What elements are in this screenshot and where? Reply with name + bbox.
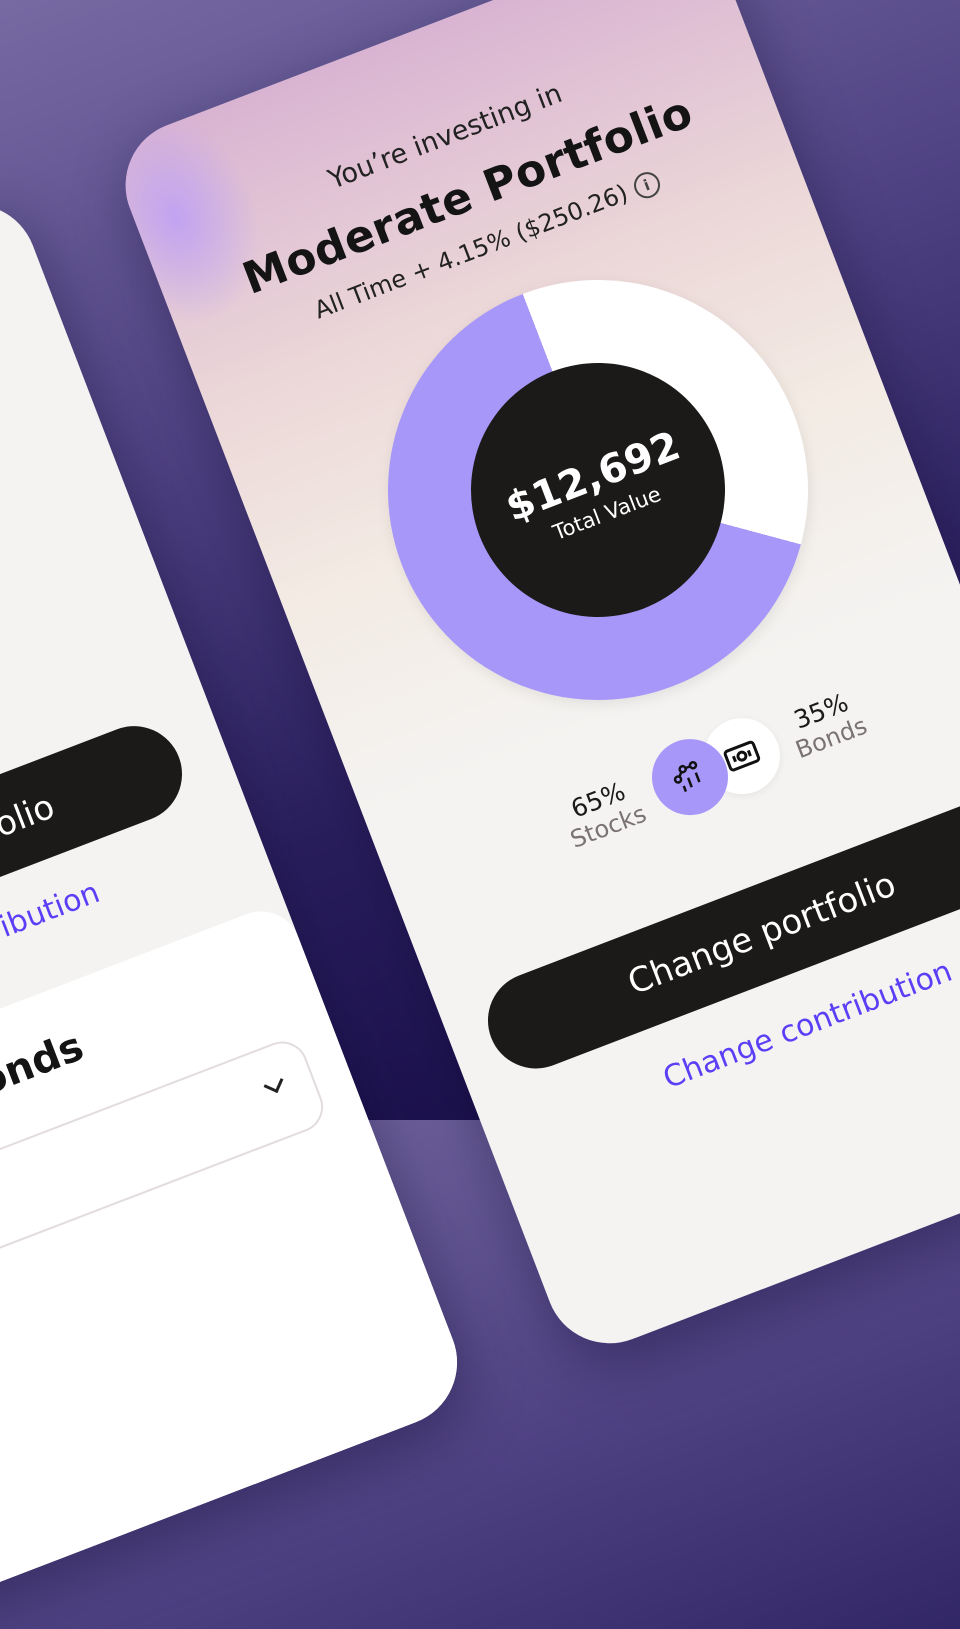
bonds-panel: Bonds	[0, 899, 476, 1629]
section-title: Bonds	[0, 1023, 90, 1117]
portfolio-card: You’re investing in Moderate Portfolio A…	[106, 0, 960, 1362]
stocks-chart-icon	[673, 761, 701, 792]
stocks-icon-badge	[640, 728, 740, 827]
change-portfolio-button[interactable]: Change portfolio	[473, 784, 960, 1083]
bonds-icon-badge	[692, 707, 792, 806]
banknote-icon	[723, 740, 761, 772]
allocation-donut-chart: $12,692 Total Value	[326, 218, 870, 762]
bonds-stat: 35% Bonds	[765, 678, 888, 771]
donut-center: $12,692 Total Value	[433, 325, 763, 655]
stocks-stat: 65% Stocks	[542, 767, 665, 860]
chevron-down-icon	[263, 1073, 284, 1094]
info-icon[interactable]: i	[629, 168, 664, 203]
